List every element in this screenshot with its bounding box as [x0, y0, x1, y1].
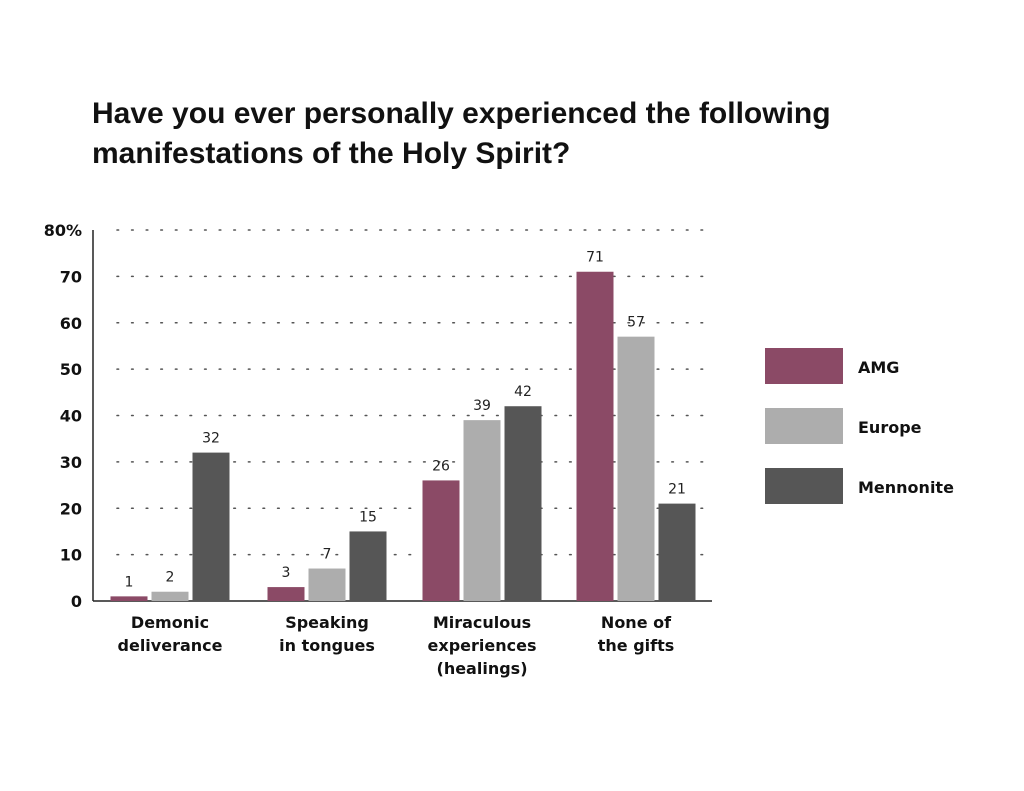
- legend-swatch-amg: [765, 348, 843, 384]
- category-labels: Demonic deliverance Speaking in tongues Mira…: [118, 613, 675, 678]
- chart-title: Have you ever personally experienced the…: [92, 94, 972, 174]
- data-label-europe-2: 39: [473, 398, 491, 414]
- legend-label-europe: Europe: [858, 418, 922, 437]
- bar-amg-2: [422, 480, 460, 601]
- legend-label-mennonite: Mennonite: [858, 478, 954, 497]
- bar-amg-0: [110, 596, 148, 601]
- data-label-amg-3: 71: [586, 250, 604, 266]
- bar-europe-0: [151, 591, 189, 601]
- bar-mennonite-0: [192, 452, 230, 601]
- legend: AMG Europe Mennonite: [765, 348, 954, 504]
- bar-mennonite-1: [349, 531, 387, 601]
- data-label-mennonite-0: 32: [202, 431, 220, 447]
- category-label-1-line-1: in tongues: [279, 636, 375, 655]
- bars: [110, 271, 696, 601]
- category-label-2-line-2: (healings): [437, 659, 528, 678]
- y-tick-label-8: 80%: [44, 221, 82, 240]
- category-label-1-line-0: Speaking: [285, 613, 369, 632]
- data-label-amg-1: 3: [282, 565, 291, 581]
- category-label-0-line-1: deliverance: [118, 636, 223, 655]
- category-label-3-line-1: the gifts: [598, 636, 675, 655]
- data-label-mennonite-1: 15: [359, 509, 377, 525]
- category-label-2-line-0: Miraculous: [433, 613, 531, 632]
- category-label-2-line-1: experiences: [428, 636, 537, 655]
- category-label-1: Speaking in tongues: [279, 613, 375, 655]
- y-tick-label-6: 60: [60, 314, 82, 333]
- data-label-mennonite-2: 42: [514, 384, 532, 400]
- bar-amg-1: [267, 587, 305, 601]
- bar-mennonite-2: [504, 406, 542, 601]
- data-label-europe-0: 2: [166, 570, 175, 586]
- data-label-europe-1: 7: [323, 547, 332, 563]
- chart-title-line-1: Have you ever personally experienced the…: [92, 97, 831, 130]
- data-label-amg-2: 26: [432, 458, 450, 474]
- bar-mennonite-3: [658, 503, 696, 601]
- category-label-3-line-0: None of: [601, 613, 672, 632]
- bar-europe-1: [308, 568, 346, 601]
- y-tick-labels: 0 10 20 30 40 50 60 70 80%: [44, 221, 82, 611]
- data-labels: 1 3 26 71 2 7 39 57 32 15 42 21: [125, 250, 686, 591]
- data-label-europe-3: 57: [627, 315, 645, 331]
- y-tick-label-5: 50: [60, 360, 82, 379]
- category-label-0: Demonic deliverance: [118, 613, 223, 655]
- legend-swatch-mennonite: [765, 468, 843, 504]
- y-tick-label-2: 20: [60, 499, 82, 518]
- bar-europe-2: [463, 420, 501, 601]
- y-tick-label-1: 10: [60, 546, 82, 565]
- data-label-mennonite-3: 21: [668, 482, 686, 498]
- y-tick-label-0: 0: [71, 592, 82, 611]
- data-label-amg-0: 1: [125, 574, 134, 590]
- legend-label-amg: AMG: [858, 358, 899, 377]
- bar-amg-3: [576, 271, 614, 601]
- y-tick-label-7: 70: [60, 267, 82, 286]
- chart-title-line-2: manifestations of the Holy Spirit?: [92, 137, 571, 170]
- y-tick-label-3: 30: [60, 453, 82, 472]
- y-tick-label-4: 40: [60, 407, 82, 426]
- category-label-3: None of the gifts: [598, 613, 675, 655]
- category-label-2: Miraculous experiences (healings): [428, 613, 537, 678]
- category-label-0-line-0: Demonic: [131, 613, 209, 632]
- legend-swatch-europe: [765, 408, 843, 444]
- bar-europe-3: [617, 336, 655, 601]
